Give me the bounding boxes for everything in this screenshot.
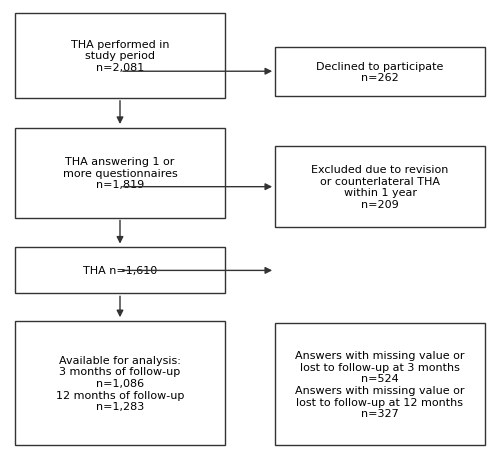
Text: THA n=1,610: THA n=1,610 bbox=[83, 266, 157, 276]
Text: THA performed in
study period
n=2,081: THA performed in study period n=2,081 bbox=[71, 39, 169, 73]
Text: Available for analysis:
3 months of follow-up
n=1,086
12 months of follow-up
n=1: Available for analysis: 3 months of foll… bbox=[56, 355, 184, 411]
Text: Declined to participate
n=262: Declined to participate n=262 bbox=[316, 62, 444, 83]
Text: Excluded due to revision
or counterlateral THA
within 1 year
n=209: Excluded due to revision or counterlater… bbox=[312, 165, 448, 209]
Text: Answers with missing value or
lost to follow-up at 3 months
n=524
Answers with m: Answers with missing value or lost to fo… bbox=[295, 351, 465, 418]
Text: THA answering 1 or
more questionnaires
n=1,819: THA answering 1 or more questionnaires n… bbox=[62, 157, 178, 190]
FancyBboxPatch shape bbox=[275, 48, 485, 96]
FancyBboxPatch shape bbox=[15, 248, 225, 294]
FancyBboxPatch shape bbox=[15, 129, 225, 218]
FancyBboxPatch shape bbox=[275, 147, 485, 227]
FancyBboxPatch shape bbox=[275, 324, 485, 445]
FancyBboxPatch shape bbox=[15, 321, 225, 445]
FancyBboxPatch shape bbox=[15, 14, 225, 99]
